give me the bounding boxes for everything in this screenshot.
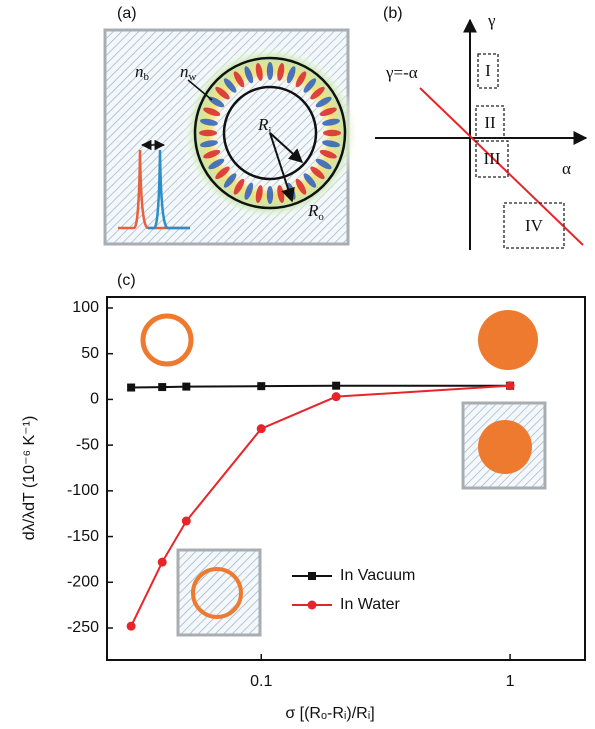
y-tick-label: -250 [67,619,99,636]
x-tick-label: 0.1 [250,673,272,690]
lobe [267,186,273,204]
panel-c: (c) dλ/λdT (10⁻⁶ K⁻¹) σ [(Rₒ-Rᵢ)/Rᵢ] -25… [21,272,585,722]
x-tick-label: 1 [506,673,515,690]
region-label: I [485,61,491,80]
point [158,558,167,567]
point [332,392,341,401]
region-label: II [484,113,496,132]
x-axis-label: σ [(Rₒ-Rᵢ)/Rᵢ] [285,705,374,722]
point [127,622,136,631]
ratio-line [420,88,583,245]
inset-disk [478,420,532,474]
y-tick-label: -200 [67,573,99,590]
axis-label: γ [487,11,496,30]
region-label: III [484,149,501,168]
point [182,383,190,391]
legend-label: In Vacuum [340,567,415,584]
y-tick-label: -50 [76,436,99,453]
y-tick-label: 0 [90,391,99,408]
inset-disk [478,310,538,370]
point [182,517,191,526]
figure: (a) nb nw Ri Ro (b) γ α γ=-α I II III IV [0,0,595,729]
lobe [267,62,273,80]
legend-marker [308,601,317,610]
point [506,381,515,390]
lobe [323,130,341,136]
point [127,384,135,392]
inset-box [178,550,260,635]
point [158,383,166,391]
inset-ring [143,316,191,364]
panel-label: (b) [383,5,403,22]
y-tick-label: -150 [67,528,99,545]
y-tick-label: 50 [81,345,99,362]
y-tick-label: 100 [72,299,99,316]
panel-a: (a) nb nw Ri Ro [105,5,358,244]
point [332,382,340,390]
panel-label: (c) [117,272,136,289]
point [257,382,265,390]
panel-b: (b) γ α γ=-α I II III IV [375,5,586,250]
lobe [199,130,217,136]
region-label: IV [525,216,544,235]
y-tick-label: -100 [67,482,99,499]
panel-label: (a) [117,5,137,22]
y-axis-label: dλ/λdT (10⁻⁶ K⁻¹) [21,416,38,541]
point [257,424,266,433]
axis-label: α [562,159,571,178]
legend-marker [308,572,316,580]
line-label: γ=-α [385,63,418,82]
legend-label: In Water [340,596,401,613]
